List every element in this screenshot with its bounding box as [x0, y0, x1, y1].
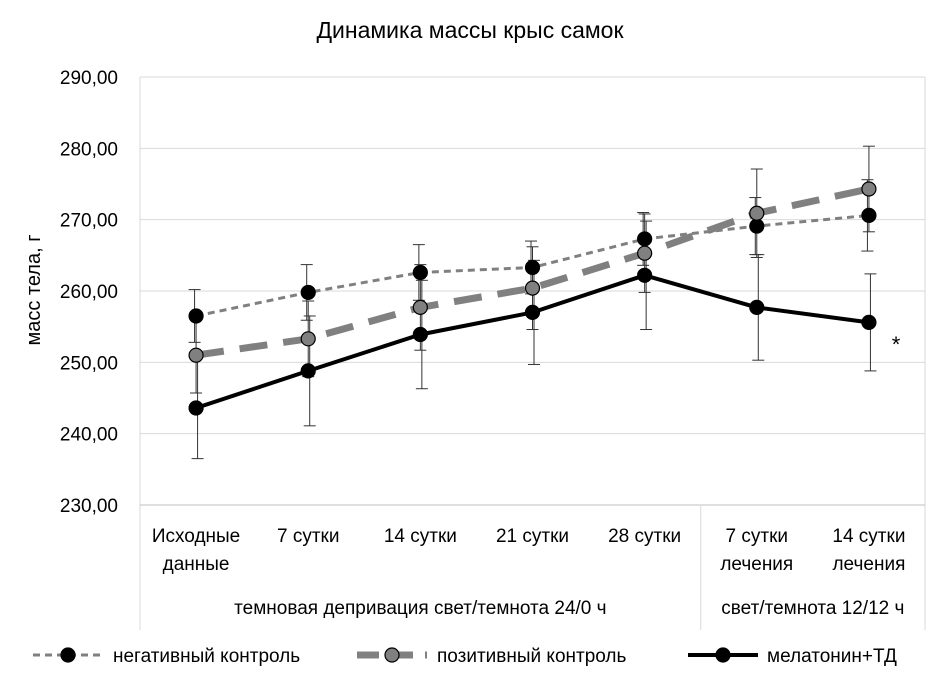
y-tick-label: 230,00	[60, 496, 118, 517]
x-category-label: Исходные данные	[152, 526, 240, 575]
series-lines	[188, 145, 877, 460]
data-point	[300, 363, 316, 379]
data-point	[637, 231, 653, 247]
data-point	[412, 264, 428, 281]
x-category-label: 7 сутки	[277, 526, 339, 547]
x-group-label: свет/темнота 12/12 ч	[721, 598, 904, 619]
data-point	[861, 207, 877, 223]
x-category-label: 14 сутки лечения	[832, 526, 905, 575]
y-tick-label: 280,00	[60, 139, 118, 160]
legend-label: позитивный контроль	[437, 646, 627, 667]
legend-label: негативный контроль	[113, 646, 300, 667]
legend-marker	[60, 647, 76, 663]
data-point	[749, 218, 765, 234]
gridlines	[140, 76, 925, 506]
x-category-label: 14 сутки	[384, 526, 457, 547]
x-category-label: 21 сутки	[496, 526, 569, 547]
data-point	[524, 280, 541, 296]
y-tick-label: 240,00	[60, 425, 118, 446]
y-axis-ticks: 230,00 240,00 250,00 260,00 270,00 280,00 290,…	[60, 68, 118, 517]
y-axis-title: масс тела, г	[23, 234, 45, 345]
legend-marker	[715, 647, 731, 663]
y-tick-label: 290,00	[60, 68, 118, 89]
legend-label: мелатонин+ТД	[767, 646, 897, 667]
data-point	[188, 347, 204, 363]
data-point	[861, 181, 877, 197]
data-point	[524, 259, 541, 276]
significance-annotation: *	[892, 332, 901, 357]
x-group-label: темновая депривация свет/темнота 24/0 ч	[234, 598, 606, 619]
chart-title: Динамика массы крыс самок	[316, 17, 624, 43]
x-category-label: 7 сутки лечения	[720, 526, 793, 575]
data-point	[637, 267, 653, 283]
legend-marker	[384, 647, 400, 663]
plot-frame	[139, 77, 926, 630]
data-point	[300, 284, 316, 301]
y-tick-label: 260,00	[60, 282, 118, 303]
data-point	[861, 314, 877, 330]
y-tick-label: 250,00	[60, 353, 118, 374]
data-point	[188, 308, 204, 324]
data-point	[524, 304, 541, 320]
data-point	[188, 400, 204, 416]
data-point	[749, 205, 765, 221]
x-category-label: 28 сутки	[608, 526, 681, 547]
data-point	[749, 299, 765, 316]
x-axis-groups: темновая депривация свет/темнота 24/0 ч с…	[234, 598, 904, 619]
data-point	[637, 245, 653, 261]
legend: негативный контроль позитивный контроль ме…	[33, 646, 897, 667]
y-tick-label: 270,00	[60, 211, 118, 232]
x-axis-categories: Исходные данные 7 сутки 14 сутки 21 сутки 28 …	[152, 526, 906, 575]
data-point	[412, 326, 428, 343]
data-point	[412, 299, 428, 316]
data-point	[300, 331, 316, 347]
